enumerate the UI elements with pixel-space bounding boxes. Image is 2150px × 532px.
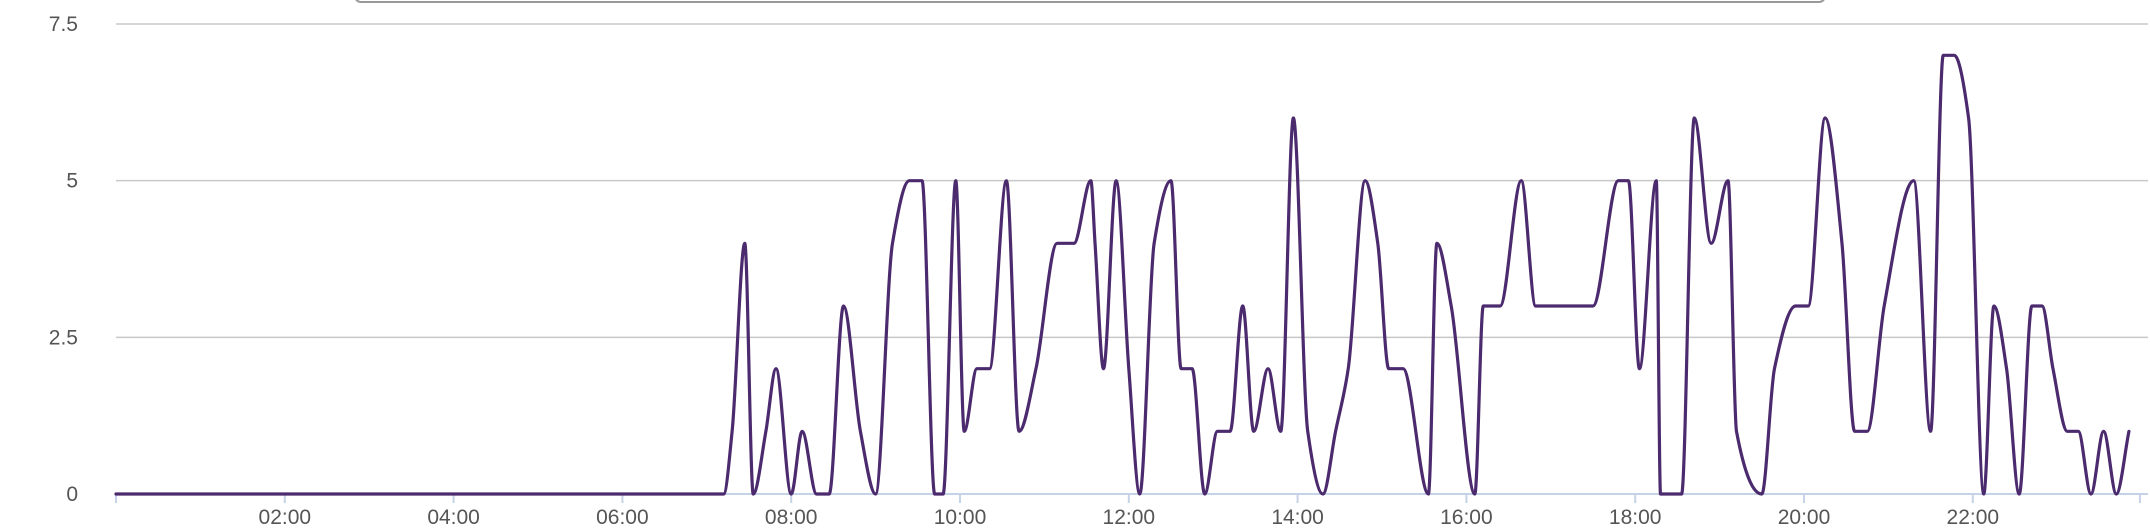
x-tick-label: 02:00	[259, 506, 312, 529]
x-tick-label: 14:00	[1271, 506, 1324, 529]
y-tick-label: 5	[66, 170, 78, 193]
axis-layer: 0 2.5 5 7.5 02:00 04:00 06:00 08:00 10:00 12:00 14…	[49, 13, 2148, 529]
y-tick-label: 2.5	[49, 326, 78, 349]
y-tick-label: 0	[66, 483, 78, 506]
x-tick-label: 12:00	[1103, 506, 1156, 529]
x-tick-label: 18:00	[1609, 506, 1662, 529]
series-line	[114, 53, 2131, 496]
x-tick-label: 20:00	[1778, 506, 1831, 529]
x-tick-label: 08:00	[765, 506, 818, 529]
series-layer	[114, 53, 2131, 496]
x-tick-label: 06:00	[596, 506, 649, 529]
x-tick-label: 04:00	[427, 506, 480, 529]
x-tick-label: 10:00	[934, 506, 987, 529]
x-tick-label: 22:00	[1947, 506, 2000, 529]
y-tick-label: 7.5	[49, 13, 78, 36]
navigator-overlay	[355, 0, 1825, 3]
x-tick-label: 16:00	[1440, 506, 1493, 529]
grid-layer	[116, 23, 2148, 339]
